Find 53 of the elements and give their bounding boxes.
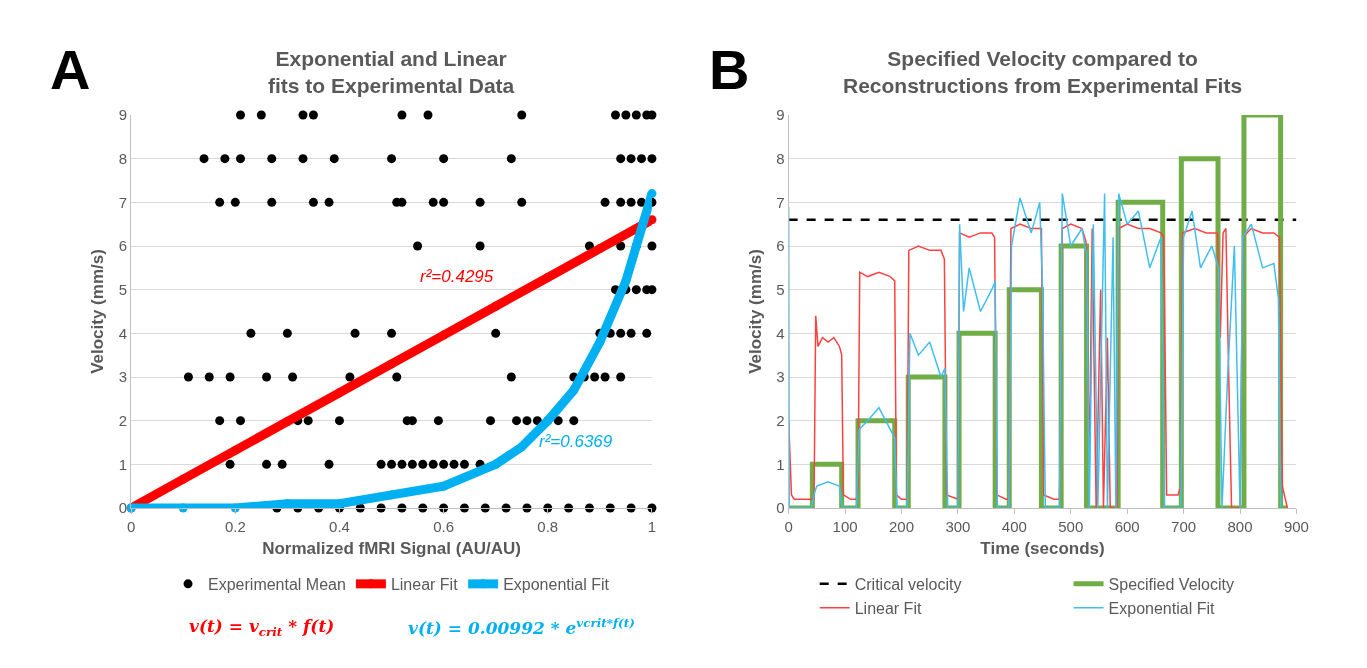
y-axis-title: Velocity (mm/s)	[88, 249, 108, 374]
x-tick-label: 700	[1171, 518, 1197, 535]
y-tick-label: 0	[118, 499, 128, 517]
y-tick-label: 8	[776, 149, 785, 167]
y-tick-label: 9	[776, 106, 785, 124]
x-tick-label: 500	[1058, 518, 1084, 535]
text: v(t) = v$_{crit}$ * f(t)	[189, 616, 335, 639]
x-tick-label: 900	[1283, 518, 1309, 535]
y-tick-label: 6	[776, 237, 785, 255]
y-tick-label: 3	[118, 368, 128, 386]
y-tick-label: 5	[118, 280, 128, 298]
y-tick-label: 9	[118, 106, 128, 124]
y-tick-label: 6	[118, 237, 128, 255]
x-tick-label: 800	[1227, 518, 1253, 535]
y-tick-label: 4	[776, 324, 785, 342]
legend-label: Critical velocity	[854, 576, 962, 594]
legend-label: Exponential Fit	[503, 576, 610, 594]
y-tick-label: 1	[118, 455, 128, 473]
y-tick-label: 7	[776, 193, 785, 211]
y-tick-label: 5	[776, 280, 785, 298]
x-tick-label: 300	[945, 518, 971, 535]
text: v(t) = 0.00992 * e$^{vcrit*f(t)}$	[408, 616, 635, 639]
legend-label: Exponential Fit	[1108, 599, 1215, 617]
x-axis-title: Normalized fMRI Signal (AU/AU)	[262, 539, 521, 559]
chart-title: Exponential and Linear fits to Experimental Data	[268, 47, 515, 98]
x-tick-label: 600	[1114, 518, 1140, 535]
legend-label: Linear Fit	[390, 576, 459, 594]
y-tick-label: 3	[776, 368, 785, 386]
x-axis-title: Time (seconds)	[980, 539, 1105, 559]
x-tick-label: 400	[1001, 518, 1027, 535]
x-tick-label: 200	[888, 518, 915, 535]
x-tick-label: 0.2	[224, 518, 246, 535]
text: B	[709, 38, 750, 101]
y-tick-label: 4	[118, 324, 128, 342]
y-tick-label: 7	[118, 193, 128, 211]
annotation: r²=0.4295	[420, 267, 494, 286]
x-tick-label: 100	[832, 518, 858, 535]
y-axis-title: Velocity (mm/s)	[745, 249, 765, 374]
x-tick-label: 0.6	[433, 518, 455, 535]
chart-title: Specified Velocity compared to Reconstructions from Experimental Fits	[843, 47, 1243, 98]
y-tick-label: 1	[776, 455, 785, 473]
x-tick-label: 0.8	[537, 518, 559, 535]
y-tick-label: 2	[776, 411, 785, 429]
legend-label: Specified Velocity	[1108, 576, 1234, 594]
x-tick-label: 0.4	[329, 518, 350, 535]
y-tick-label: 8	[118, 149, 128, 167]
y-tick-label: 2	[118, 411, 128, 429]
legend-label: Linear Fit	[854, 599, 922, 617]
annotation: r²=0.6369	[539, 432, 613, 451]
legend-label: Experimental Mean	[208, 576, 346, 594]
y-tick-label: 0	[776, 499, 785, 517]
text: A	[50, 38, 91, 101]
x-tick-label: 1	[647, 518, 657, 535]
